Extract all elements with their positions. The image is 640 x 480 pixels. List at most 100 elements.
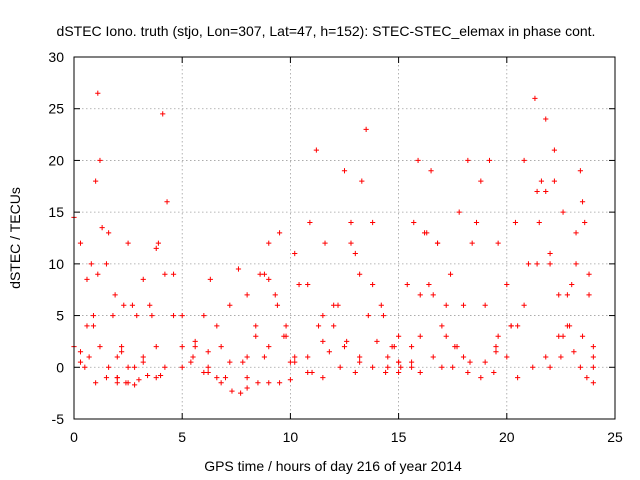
data-point — [447, 271, 454, 277]
data-point — [283, 333, 289, 339]
data-point — [534, 188, 540, 195]
data-point — [147, 302, 153, 308]
data-point — [205, 364, 211, 370]
data-point — [222, 375, 229, 381]
data-point — [287, 377, 293, 383]
data-point — [82, 364, 88, 370]
data-point — [439, 364, 445, 370]
y-tick-label: -5 — [52, 411, 65, 427]
data-point — [370, 219, 376, 226]
grid — [74, 57, 615, 419]
data-point — [320, 312, 326, 319]
data-point — [417, 333, 423, 339]
y-tick-label: 10 — [48, 256, 64, 272]
data-point — [478, 375, 484, 381]
data-point — [307, 219, 313, 226]
data-point — [348, 219, 354, 226]
data-point — [114, 354, 120, 360]
x-tick-label: 0 — [70, 429, 78, 445]
data-point — [551, 178, 558, 184]
data-point — [134, 312, 140, 319]
data-point — [430, 354, 436, 360]
data-point — [218, 344, 224, 350]
y-tick-label: 20 — [48, 152, 64, 168]
data-point — [566, 323, 573, 329]
data-point — [532, 95, 538, 101]
chart-title: dSTEC Iono. truth (stjo, Lon=307, Lat=47… — [57, 23, 596, 39]
data-point — [543, 354, 549, 360]
data-point — [491, 369, 497, 376]
data-point — [136, 377, 142, 383]
data-point — [93, 380, 99, 386]
plot-frame — [73, 56, 616, 420]
data-point — [504, 281, 510, 288]
x-tick-label: 5 — [178, 429, 186, 445]
data-point — [106, 230, 112, 236]
data-point — [512, 219, 519, 226]
data-point — [352, 369, 358, 376]
data-point — [305, 354, 311, 360]
data-point — [357, 271, 363, 277]
data-point — [125, 380, 131, 386]
x-tick-label: 10 — [283, 429, 299, 445]
y-tick-label: 0 — [56, 359, 64, 375]
data-point — [296, 281, 302, 288]
data-point — [255, 380, 261, 386]
data-point — [227, 302, 233, 308]
data-point — [90, 312, 97, 319]
data-point — [95, 90, 101, 96]
data-point — [160, 111, 166, 117]
data-point — [157, 372, 164, 379]
data-point — [106, 364, 112, 370]
data-point — [162, 364, 168, 370]
data-point — [590, 344, 596, 350]
data-point — [170, 271, 177, 277]
data-point — [363, 126, 369, 132]
data-point — [114, 380, 120, 386]
data-point — [357, 354, 363, 360]
data-point — [495, 333, 501, 339]
data-point — [590, 380, 596, 386]
data-point — [352, 250, 358, 257]
data-point — [266, 380, 272, 386]
y-tick-label: 15 — [48, 204, 64, 220]
data-point — [140, 359, 146, 365]
data-point — [266, 240, 272, 246]
y-tick-label: 5 — [56, 308, 64, 324]
data-point — [515, 323, 521, 329]
data-point — [131, 382, 138, 388]
data-point — [547, 364, 553, 370]
data-point — [495, 240, 501, 246]
data-point — [155, 240, 161, 246]
data-point — [573, 230, 579, 236]
data-point — [579, 199, 586, 205]
data-point — [93, 178, 99, 184]
data-point — [86, 354, 92, 360]
data-point — [525, 261, 532, 267]
data-point — [266, 344, 272, 350]
data-point — [404, 281, 410, 288]
data-point — [337, 364, 343, 370]
data-point — [439, 323, 445, 329]
x-tick-label: 20 — [499, 429, 515, 445]
data-point — [276, 230, 283, 236]
data-point — [357, 359, 363, 365]
data-point — [344, 338, 350, 345]
data-point — [378, 302, 384, 308]
data-point — [396, 369, 402, 376]
data-point — [129, 302, 136, 308]
data-point — [214, 323, 220, 329]
data-point — [272, 292, 278, 298]
data-point — [341, 344, 348, 350]
data-point — [434, 240, 441, 246]
data-point — [415, 157, 421, 164]
data-point — [170, 312, 177, 319]
data-point — [214, 375, 220, 381]
data-point — [103, 375, 110, 381]
data-point — [374, 338, 380, 345]
data-point — [77, 359, 84, 365]
axes: 0 5 10 15 20 25 -5 0 5 10 15 20 25 30 — [48, 49, 623, 445]
data-point — [577, 364, 583, 370]
data-point — [103, 261, 110, 267]
data-point — [341, 168, 348, 174]
